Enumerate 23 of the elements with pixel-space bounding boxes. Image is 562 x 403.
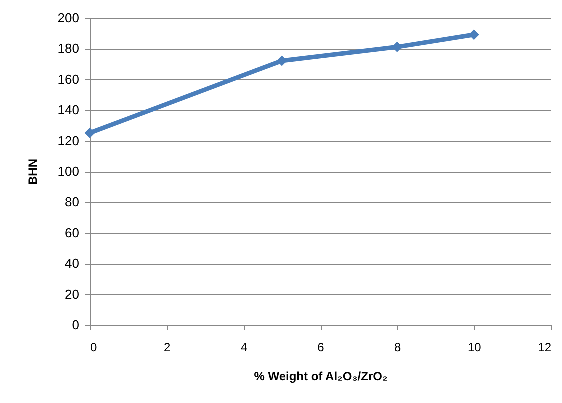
x-tick-label: 12 — [538, 340, 552, 354]
y-axis-title: BHN — [26, 159, 40, 185]
y-tick-label: 200 — [58, 10, 80, 26]
y-tick-label: 20 — [65, 286, 80, 302]
y-tick-label: 160 — [58, 72, 80, 87]
x-axis-title: % Weight of Al₂O₃/ZrO₂ — [254, 370, 388, 384]
y-tick-label: 60 — [65, 225, 80, 240]
point — [84, 128, 96, 138]
y-tick-label: 40 — [65, 256, 80, 272]
point — [276, 56, 288, 66]
point — [468, 30, 480, 40]
x-tick-label: 6 — [318, 340, 325, 354]
y-tick-label: 120 — [58, 133, 80, 148]
x-tick-label: 0 — [90, 340, 98, 354]
y-tick-label: 100 — [58, 164, 80, 179]
x-tick-label: 8 — [394, 340, 402, 354]
x-tick-label: 2 — [164, 340, 171, 354]
x-tick-label: 10 — [468, 340, 482, 354]
y-tick-label: 180 — [58, 41, 80, 56]
x-tick-label: 4 — [240, 340, 248, 354]
y-tick-label: 0 — [72, 318, 80, 332]
y-tick-label: 80 — [65, 194, 80, 210]
y-tick-label: 140 — [58, 102, 80, 118]
